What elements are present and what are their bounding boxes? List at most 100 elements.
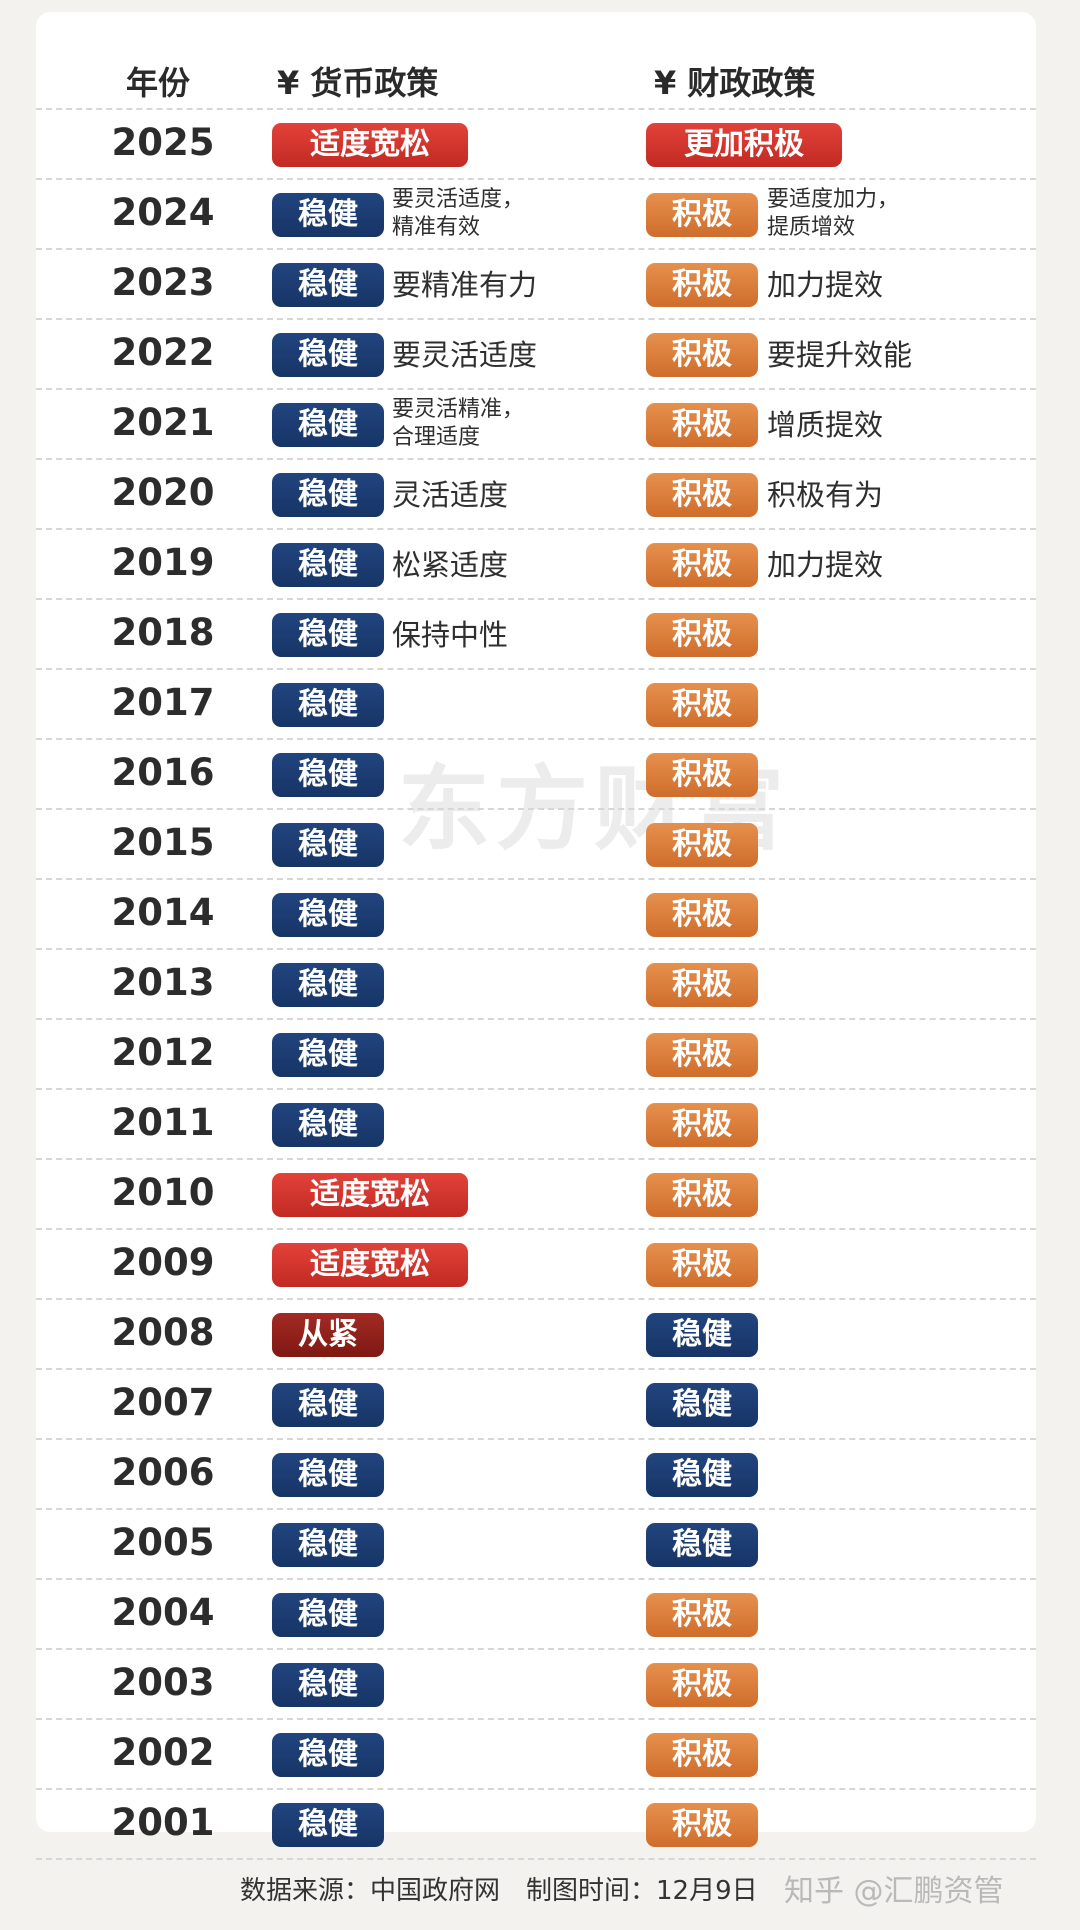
fiscal-policy-badge: 积极 xyxy=(646,473,758,517)
fiscal-policy-badge: 稳健 xyxy=(646,1453,758,1497)
monetary-policy-badge: 适度宽松 xyxy=(272,1173,468,1217)
fiscal-policy-badge: 积极 xyxy=(646,683,758,727)
year-cell: 2023 xyxy=(111,261,215,304)
monetary-policy-badge: 稳健 xyxy=(272,1453,384,1497)
year-cell: 2011 xyxy=(111,1101,215,1144)
fiscal-policy-badge: 积极 xyxy=(646,823,758,867)
table-row: 2022 稳健 要灵活适度 积极 要提升效能 xyxy=(36,318,1036,388)
monetary-policy-badge: 稳健 xyxy=(272,1803,384,1847)
table-row: 2021 稳健 要灵活精准， 合理适度 积极 增质提效 xyxy=(36,388,1036,458)
fiscal-policy-note: 加力提效 xyxy=(767,268,884,302)
fiscal-policy-badge: 积极 xyxy=(646,1803,758,1847)
monetary-policy-badge: 稳健 xyxy=(272,333,384,377)
year-cell: 2005 xyxy=(111,1521,215,1564)
year-cell: 2016 xyxy=(111,751,215,794)
fiscal-policy-badge: 积极 xyxy=(646,963,758,1007)
monetary-policy-note: 松紧适度 xyxy=(392,548,509,582)
table-row: 2018 稳健 保持中性 积极 xyxy=(36,598,1036,668)
year-cell: 2019 xyxy=(111,541,215,584)
fiscal-policy-note: 增质提效 xyxy=(767,408,884,442)
year-cell: 2020 xyxy=(111,471,215,514)
year-cell: 2014 xyxy=(111,891,215,934)
zhihu-credit: 知乎 @汇鹏资管 xyxy=(784,1874,1004,1909)
monetary-policy-badge: 稳健 xyxy=(272,543,384,587)
fiscal-policy-badge: 积极 xyxy=(646,1733,758,1777)
fiscal-policy-badge: 积极 xyxy=(646,1033,758,1077)
table-row: 2011 稳健 积极 xyxy=(36,1088,1036,1158)
fiscal-policy-badge: 积极 xyxy=(646,193,758,237)
source-footer: 数据来源：中国政府网 制图时间：12月9日 xyxy=(240,1876,758,1906)
year-cell: 2024 xyxy=(111,191,215,234)
monetary-policy-badge: 稳健 xyxy=(272,1383,384,1427)
year-cell: 2018 xyxy=(111,611,215,654)
monetary-policy-badge: 稳健 xyxy=(272,823,384,867)
table-row: 2008 从紧 稳健 xyxy=(36,1298,1036,1368)
monetary-policy-note: 灵活适度 xyxy=(392,478,509,512)
year-cell: 2012 xyxy=(111,1031,215,1074)
table-row: 2017 稳健 积极 xyxy=(36,668,1036,738)
fiscal-policy-badge: 稳健 xyxy=(646,1523,758,1567)
table-row: 2007 稳健 稳健 xyxy=(36,1368,1036,1438)
table-row: 2023 稳健 要精准有力 积极 加力提效 xyxy=(36,248,1036,318)
table-row: 2012 稳健 积极 xyxy=(36,1018,1036,1088)
monetary-policy-badge: 稳健 xyxy=(272,1733,384,1777)
year-cell: 2010 xyxy=(111,1171,215,1214)
header-year: 年份 xyxy=(126,64,191,102)
year-cell: 2008 xyxy=(111,1311,215,1354)
monetary-policy-note: 要精准有力 xyxy=(392,268,538,302)
monetary-policy-note: 保持中性 xyxy=(392,618,509,652)
table-row: 2010 适度宽松 积极 xyxy=(36,1158,1036,1228)
fiscal-policy-badge: 积极 xyxy=(646,263,758,307)
monetary-policy-note: 要灵活精准， 合理适度 xyxy=(392,397,525,450)
monetary-policy-badge: 稳健 xyxy=(272,1033,384,1077)
year-cell: 2025 xyxy=(111,121,215,164)
monetary-policy-badge: 稳健 xyxy=(272,473,384,517)
year-cell: 2007 xyxy=(111,1381,215,1424)
table-row: 2002 稳健 积极 xyxy=(36,1718,1036,1788)
monetary-policy-badge: 稳健 xyxy=(272,613,384,657)
fiscal-policy-note: 要提升效能 xyxy=(767,338,913,372)
table-row: 2025 适度宽松 更加积极 xyxy=(36,108,1036,178)
policy-rows: 2025 适度宽松 更加积极 2024 稳健 要灵活适度， 精准有效 积极 要适度加力， 提质… xyxy=(36,108,1036,1860)
fiscal-policy-badge: 积极 xyxy=(646,543,758,587)
monetary-policy-badge: 稳健 xyxy=(272,403,384,447)
fiscal-policy-note: 要适度加力， 提质增效 xyxy=(767,187,900,240)
year-cell: 2004 xyxy=(111,1591,215,1634)
monetary-policy-badge: 稳健 xyxy=(272,893,384,937)
year-cell: 2022 xyxy=(111,331,215,374)
fiscal-policy-badge: 稳健 xyxy=(646,1313,758,1357)
table-row: 2024 稳健 要灵活适度， 精准有效 积极 要适度加力， 提质增效 xyxy=(36,178,1036,248)
monetary-policy-badge: 稳健 xyxy=(272,193,384,237)
table-row: 2019 稳健 松紧适度 积极 加力提效 xyxy=(36,528,1036,598)
monetary-policy-badge: 稳健 xyxy=(272,963,384,1007)
monetary-policy-badge: 稳健 xyxy=(272,753,384,797)
table-row: 2013 稳健 积极 xyxy=(36,948,1036,1018)
table-row: 2006 稳健 稳健 xyxy=(36,1438,1036,1508)
fiscal-policy-badge: 积极 xyxy=(646,1593,758,1637)
table-header: 年份 ¥ 货币政策 ¥ 财政政策 xyxy=(36,40,1036,114)
fiscal-policy-note: 加力提效 xyxy=(767,548,884,582)
year-cell: 2002 xyxy=(111,1731,215,1774)
monetary-policy-badge: 稳健 xyxy=(272,683,384,727)
table-row: 2005 稳健 稳健 xyxy=(36,1508,1036,1578)
year-cell: 2006 xyxy=(111,1451,215,1494)
table-row: 2016 稳健 积极 xyxy=(36,738,1036,808)
table-row: 2001 稳健 积极 xyxy=(36,1788,1036,1860)
monetary-policy-note: 要灵活适度， 精准有效 xyxy=(392,187,525,240)
year-cell: 2021 xyxy=(111,401,215,444)
monetary-policy-badge: 适度宽松 xyxy=(272,1243,468,1287)
year-cell: 2015 xyxy=(111,821,215,864)
year-cell: 2017 xyxy=(111,681,215,724)
monetary-policy-badge: 适度宽松 xyxy=(272,123,468,167)
header-monetary-policy: ¥ 货币政策 xyxy=(277,64,439,102)
fiscal-policy-badge: 更加积极 xyxy=(646,123,842,167)
fiscal-policy-badge: 积极 xyxy=(646,893,758,937)
monetary-policy-badge: 稳健 xyxy=(272,1523,384,1567)
monetary-policy-badge: 稳健 xyxy=(272,1663,384,1707)
fiscal-policy-badge: 积极 xyxy=(646,1173,758,1217)
fiscal-policy-badge: 稳健 xyxy=(646,1383,758,1427)
year-cell: 2003 xyxy=(111,1661,215,1704)
fiscal-policy-badge: 积极 xyxy=(646,1663,758,1707)
policy-table-card xyxy=(36,12,1036,1832)
monetary-policy-badge: 稳健 xyxy=(272,1103,384,1147)
